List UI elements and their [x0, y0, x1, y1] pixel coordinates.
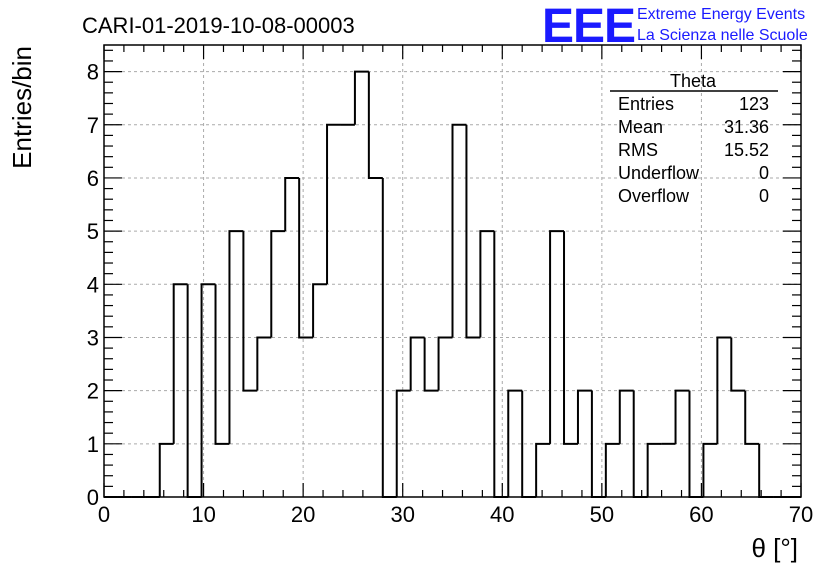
histogram-bin — [758, 443, 774, 498]
y-tick-label: 2 — [87, 379, 99, 404]
histogram-bin — [298, 177, 314, 339]
stats-rows: Entries 123 Mean 31.36 RMS 15.52 Underflow 0 Ove… — [618, 94, 769, 206]
stats-value: 15.52 — [724, 140, 769, 160]
stats-value: 0 — [759, 163, 769, 183]
y-axis-label: Entries/bin — [7, 46, 37, 169]
histogram-bin — [353, 70, 369, 125]
histogram-bin — [200, 283, 216, 497]
x-tick-label: 50 — [590, 502, 614, 527]
histogram-bin — [395, 389, 411, 497]
histogram-bars — [104, 70, 801, 498]
x-axis-label: θ [°] — [751, 533, 798, 563]
stats-box: Theta Entries 123 Mean 31.36 RMS 15.52 Underfl… — [610, 71, 778, 206]
histogram-bin — [479, 230, 495, 338]
histogram-bin — [158, 442, 174, 497]
x-tick-label: 30 — [390, 502, 414, 527]
logo-mark: EEE — [542, 0, 635, 53]
chart-title: CARI-01-2019-10-08-00003 — [82, 13, 355, 38]
histogram-bin — [563, 231, 578, 445]
x-tick-label: 10 — [191, 502, 215, 527]
y-tick-label: 3 — [87, 325, 99, 350]
logo-line1: Extreme Energy Events — [637, 6, 805, 23]
histogram-bin — [716, 336, 732, 444]
histogram-bin — [172, 283, 188, 444]
histogram-bin — [549, 230, 565, 444]
histogram-bin — [409, 336, 425, 391]
x-tick-label: 0 — [98, 502, 110, 527]
histogram-bin — [744, 390, 760, 445]
x-tick-label: 70 — [789, 502, 813, 527]
stats-label: Entries — [618, 94, 674, 114]
x-tick-label: 20 — [291, 502, 315, 527]
stats-label: RMS — [618, 140, 658, 160]
histogram-bin — [214, 284, 230, 445]
histogram-bin — [674, 389, 690, 444]
histogram-bin — [646, 442, 662, 497]
stats-label: Mean — [618, 117, 663, 137]
y-tick-label: 1 — [87, 432, 99, 457]
stats-value: 123 — [739, 94, 769, 114]
histogram-bin — [507, 389, 523, 497]
histogram-bin — [228, 230, 244, 444]
y-tick-label: 6 — [87, 166, 99, 191]
histogram-bin — [535, 442, 551, 497]
x-tick-label: 60 — [689, 502, 713, 527]
histogram-bin — [451, 123, 467, 338]
histogram-bin — [465, 124, 481, 339]
histogram-bin — [367, 71, 383, 179]
histogram-bin — [576, 389, 592, 444]
histogram-bin — [604, 442, 620, 497]
y-tick-label: 4 — [87, 272, 99, 297]
histogram-bin — [312, 283, 328, 338]
y-tick-label: 8 — [87, 60, 99, 85]
histogram-bin — [618, 389, 634, 444]
axis-ticks — [103, 45, 802, 498]
eee-logo: EEE Extreme Energy Events La Scienza nel… — [542, 0, 808, 53]
stats-label: Underflow — [618, 163, 700, 183]
histogram-bin — [326, 123, 341, 285]
y-tick-label: 5 — [87, 219, 99, 244]
y-tick-label: 0 — [87, 485, 99, 510]
y-tick-label: 7 — [87, 113, 99, 138]
plot-frame — [103, 44, 802, 498]
histogram-bin — [256, 336, 272, 391]
y-tick-labels: 0 1 2 3 4 5 6 7 8 — [87, 60, 99, 510]
logo-line2: La Scienza nelle Scuole — [637, 27, 808, 44]
histogram-bin — [730, 337, 746, 392]
x-tick-label: 40 — [490, 502, 514, 527]
histogram-bin — [423, 337, 439, 392]
histogram-bin — [702, 442, 718, 497]
histogram-bin — [493, 231, 509, 498]
histogram-bin — [284, 176, 300, 232]
histogram-bin — [270, 230, 286, 338]
x-tick-labels: 0 10 20 30 40 50 60 70 — [98, 502, 813, 527]
histogram-bin — [242, 231, 258, 392]
stats-value: 0 — [759, 186, 769, 206]
stats-title: Theta — [670, 71, 717, 91]
stats-value: 31.36 — [724, 117, 769, 137]
histogram-bin — [437, 336, 453, 391]
stats-label: Overflow — [618, 186, 690, 206]
